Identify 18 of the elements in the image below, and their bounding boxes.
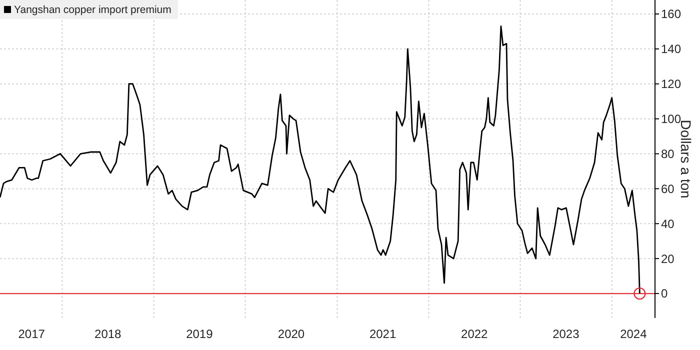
y-tick-label: 100: [661, 112, 682, 126]
x-tick-label: 2023: [552, 327, 580, 341]
y-tick-label: 120: [661, 77, 682, 92]
x-tick-label: 2018: [94, 327, 122, 341]
x-tick-label: 2019: [186, 327, 214, 341]
y-tick-label: 140: [661, 42, 682, 56]
x-tick-label: 2020: [278, 327, 305, 341]
x-tick-label: 2021: [369, 327, 396, 341]
y-tick-label: 40: [661, 216, 675, 231]
y-tick-label: 20: [661, 252, 675, 266]
y-tick-label: 60: [661, 182, 675, 196]
x-tick-label: 2022: [461, 327, 488, 341]
y-tick-label: 0: [661, 286, 668, 301]
y-tick-label: 80: [661, 146, 675, 161]
x-tick-label: 2017: [18, 327, 46, 341]
x-tick-label: 2024: [620, 327, 648, 341]
y-tick-label: 160: [661, 7, 682, 22]
legend-label: Yangshan copper import premium: [14, 4, 172, 16]
